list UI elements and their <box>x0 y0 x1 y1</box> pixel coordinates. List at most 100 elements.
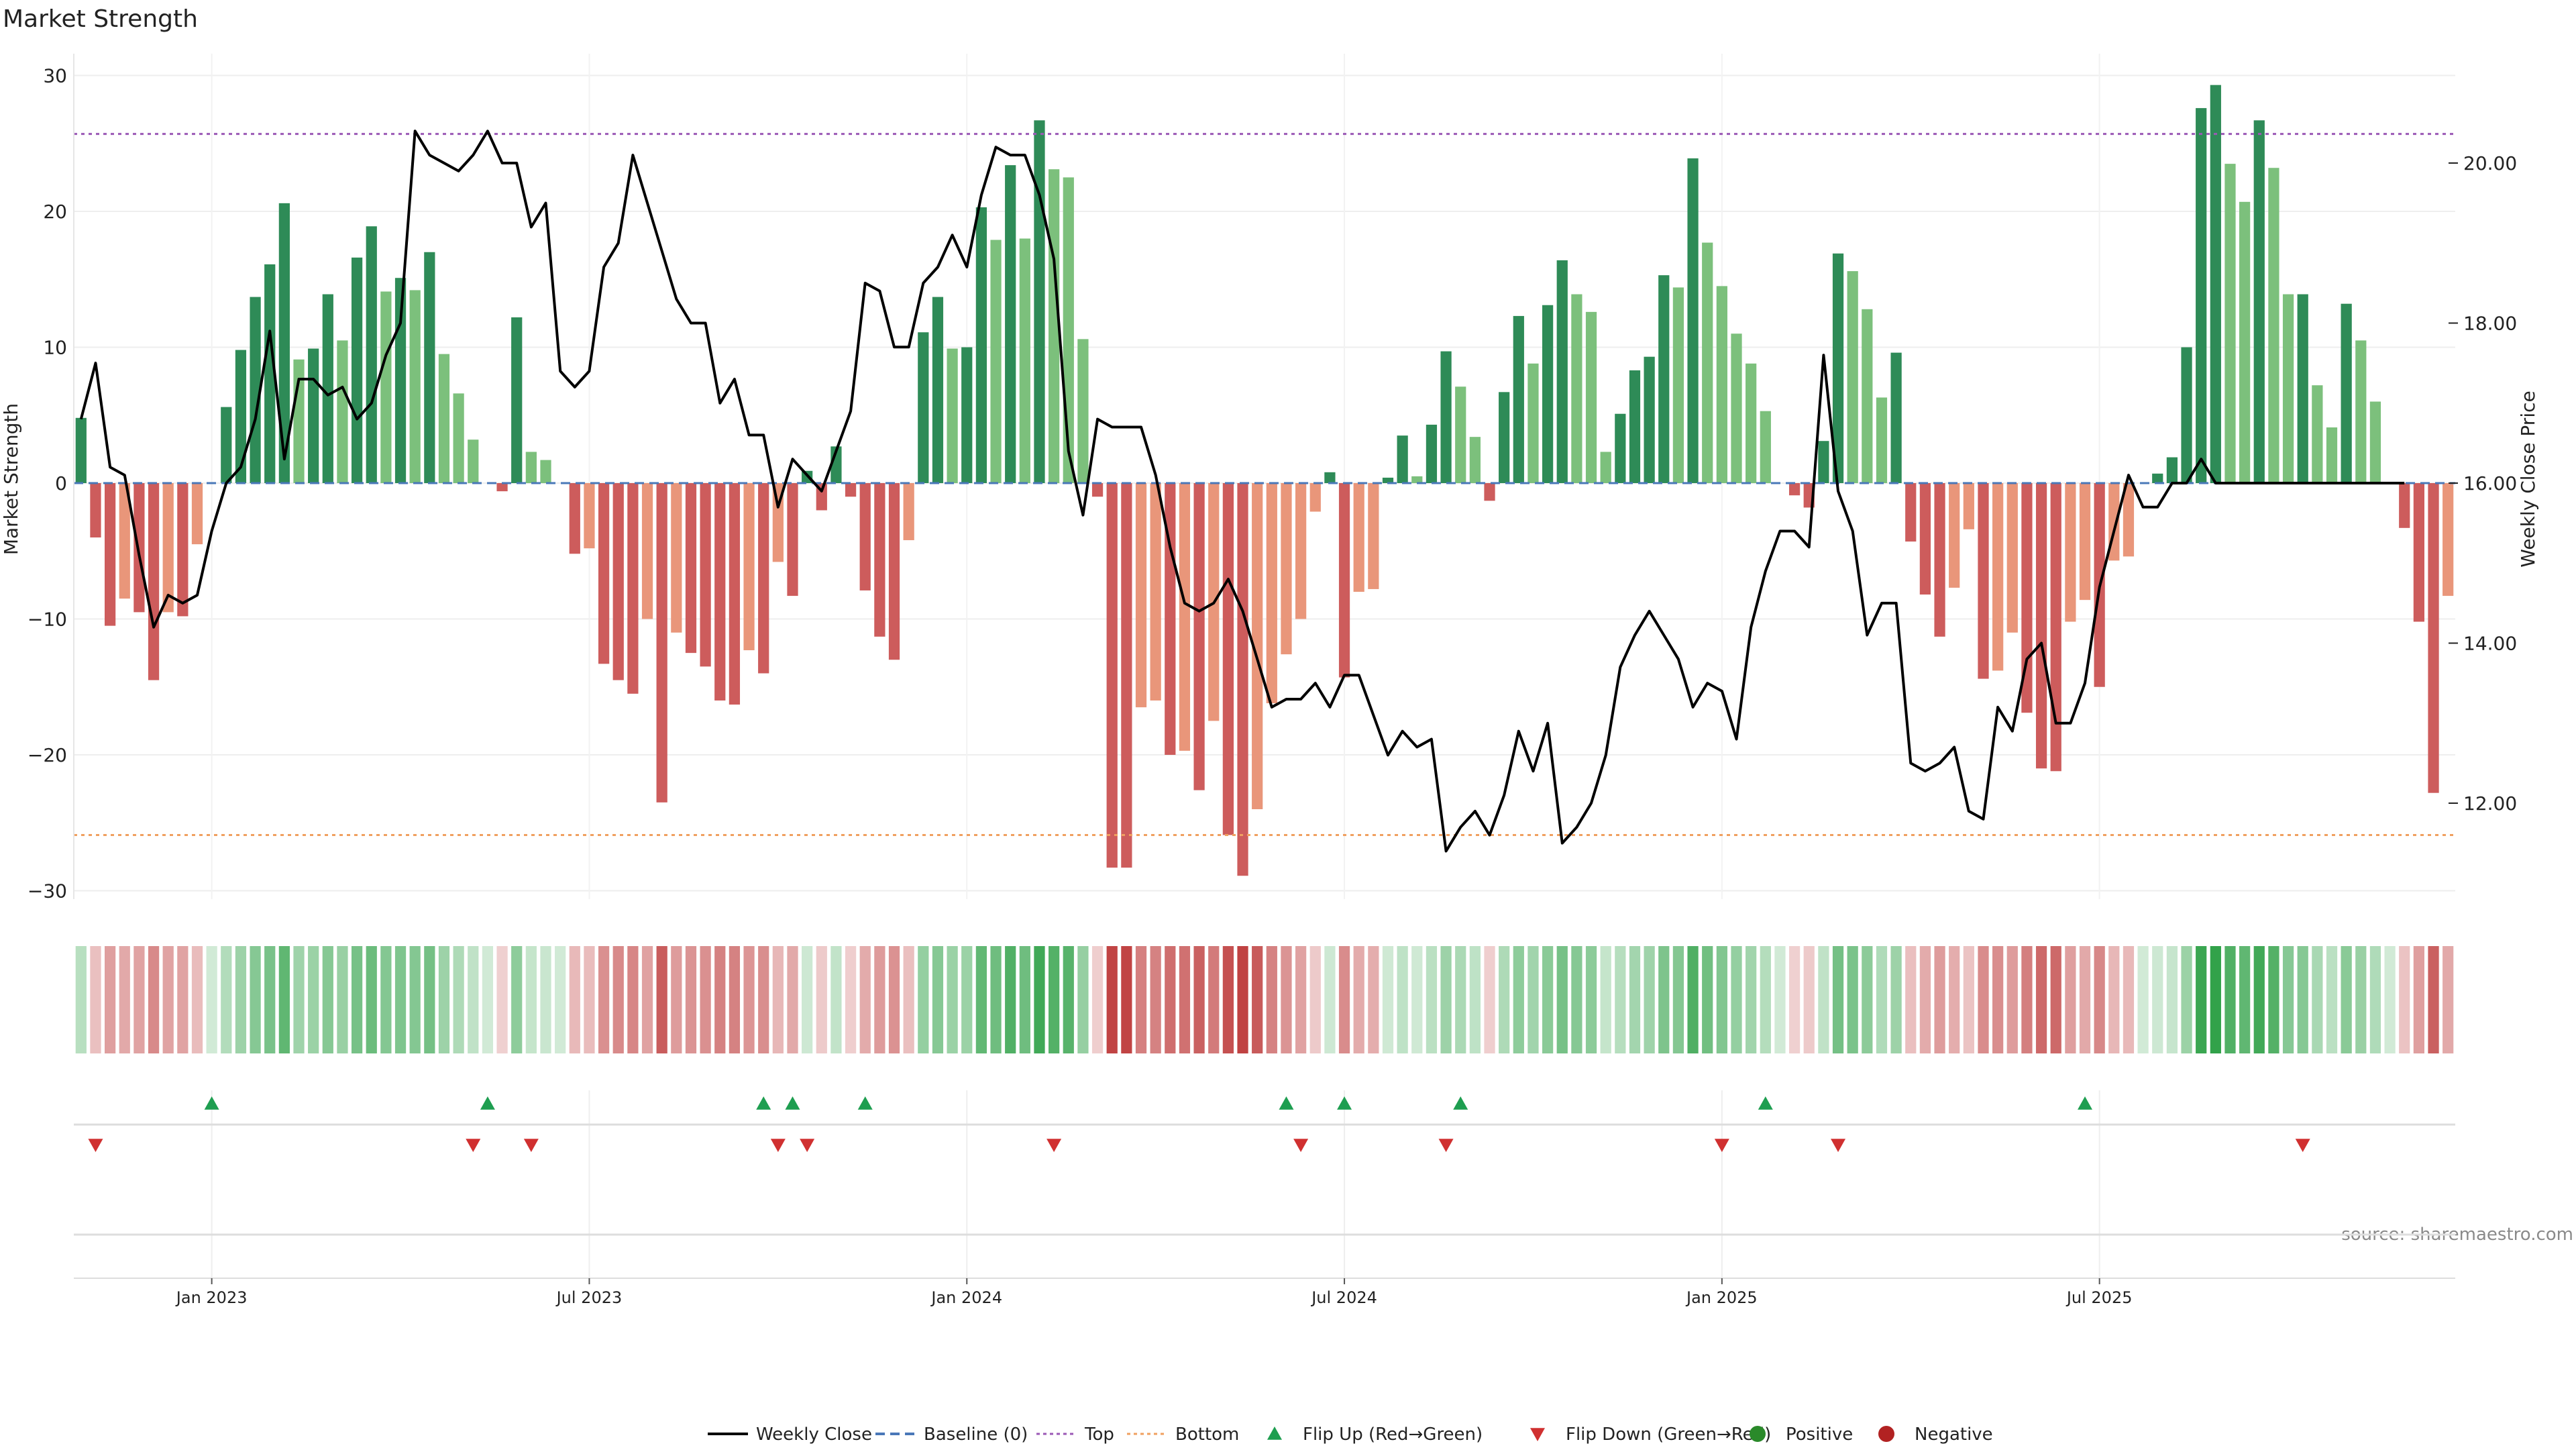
heat-cell <box>1716 946 1727 1053</box>
heat-cell <box>468 946 479 1053</box>
strength-bar <box>2253 120 2265 483</box>
strength-bar <box>1368 483 1379 589</box>
strength-bar <box>1978 483 1989 679</box>
flip-up-marker <box>785 1096 800 1110</box>
strength-bar <box>1034 120 1045 483</box>
strength-bar <box>918 332 929 483</box>
strength-bar <box>1760 411 1771 483</box>
strength-bar <box>468 439 479 483</box>
strength-bar <box>641 483 653 619</box>
strength-bar <box>75 417 87 483</box>
heat-cell <box>162 946 174 1053</box>
heat-cell <box>2196 946 2207 1053</box>
strength-bar <box>1309 483 1321 512</box>
heat-cell <box>2021 946 2033 1053</box>
heat-cell <box>612 946 624 1053</box>
strength-bar <box>235 350 247 483</box>
strength-bars <box>75 85 2454 876</box>
strength-bar <box>1005 165 1016 483</box>
strength-bar <box>424 252 435 483</box>
y2-tick-label: 12.00 <box>2463 792 2517 815</box>
heat-cell <box>1629 946 1641 1053</box>
heat-cell <box>975 946 987 1053</box>
strength-bar <box>1687 158 1699 483</box>
heat-cell <box>1193 946 1205 1053</box>
strength-bar <box>322 294 333 483</box>
strength-bar <box>1193 483 1205 790</box>
strength-bar <box>409 290 421 483</box>
heat-cell <box>1542 946 1554 1053</box>
heat-cell <box>1121 946 1132 1053</box>
heat-cell <box>1222 946 1234 1053</box>
strength-bar <box>308 348 319 483</box>
strength-bar <box>612 483 624 680</box>
heat-cell <box>1644 946 1655 1053</box>
strength-bar <box>1963 483 1974 529</box>
flip-up-marker <box>1279 1096 1294 1110</box>
strength-bar <box>1919 483 1931 595</box>
strength-bar <box>540 460 551 483</box>
strength-bar <box>1266 483 1277 704</box>
legend: Weekly Close Baseline (0) Top Bottom Flip Up… <box>708 1424 1993 1445</box>
strength-bar <box>627 483 639 694</box>
strength-bar <box>700 483 711 667</box>
heat-cell <box>2443 946 2454 1053</box>
strength-bar <box>932 297 944 483</box>
strength-bar <box>961 347 973 483</box>
strength-bar <box>1019 238 1030 483</box>
legend-label: Negative <box>1915 1424 1993 1445</box>
heat-cell <box>1992 946 2004 1053</box>
heat-cell <box>191 946 203 1053</box>
heat-cell <box>264 946 276 1053</box>
x-tick-label: Jul 2025 <box>2065 1288 2133 1307</box>
heat-cell <box>555 946 566 1053</box>
heat-cell <box>438 946 450 1053</box>
heat-cell <box>1702 946 1713 1053</box>
heat-cell <box>250 946 261 1053</box>
legend-label: Positive <box>1786 1424 1853 1445</box>
legend-item: Negative <box>1878 1424 1993 1445</box>
heat-cell <box>2166 946 2178 1053</box>
strength-bar <box>1338 483 1350 678</box>
flip-up-marker <box>480 1096 495 1110</box>
strength-bar <box>1862 309 1873 483</box>
strength-bar <box>990 240 1002 483</box>
strength-bar <box>453 393 464 483</box>
heat-cell <box>1556 946 1568 1053</box>
flip-up-marker <box>1453 1096 1468 1110</box>
legend-item: Bottom <box>1127 1424 1239 1445</box>
heat-cell <box>2094 946 2105 1053</box>
strength-bar <box>2181 347 2192 483</box>
strength-bar <box>1934 483 1945 637</box>
heat-cell <box>685 946 697 1053</box>
strength-bar <box>1484 483 1495 501</box>
strength-bar <box>366 226 377 483</box>
strength-bar <box>1513 315 1524 483</box>
strength-bar <box>1672 287 1684 483</box>
strength-bar <box>1353 483 1364 592</box>
strength-bar <box>1165 483 1176 755</box>
strength-bar <box>2196 108 2207 484</box>
heat-cell <box>1484 946 1495 1053</box>
flip-down-marker <box>523 1139 539 1152</box>
heat-cell <box>1353 946 1364 1053</box>
strength-bar <box>278 203 290 483</box>
legend-item: Baseline (0) <box>875 1424 1028 1445</box>
strength-bar <box>671 483 682 633</box>
strength-bar <box>1295 483 1307 619</box>
strength-bar <box>1644 356 1655 483</box>
heat-cell <box>2428 946 2439 1053</box>
strength-bar <box>598 483 610 664</box>
heat-cell <box>293 946 305 1053</box>
heat-cell <box>2253 946 2265 1053</box>
heat-cell <box>2224 946 2236 1053</box>
heat-cell <box>1281 946 1292 1053</box>
heat-cell <box>1455 946 1466 1053</box>
strength-bar <box>90 483 101 537</box>
legend-label: Flip Up (Red→Green) <box>1303 1424 1483 1445</box>
heat-cell <box>1165 946 1176 1053</box>
heat-cell <box>700 946 711 1053</box>
strength-bar <box>729 483 741 705</box>
heat-cell <box>1295 946 1307 1053</box>
